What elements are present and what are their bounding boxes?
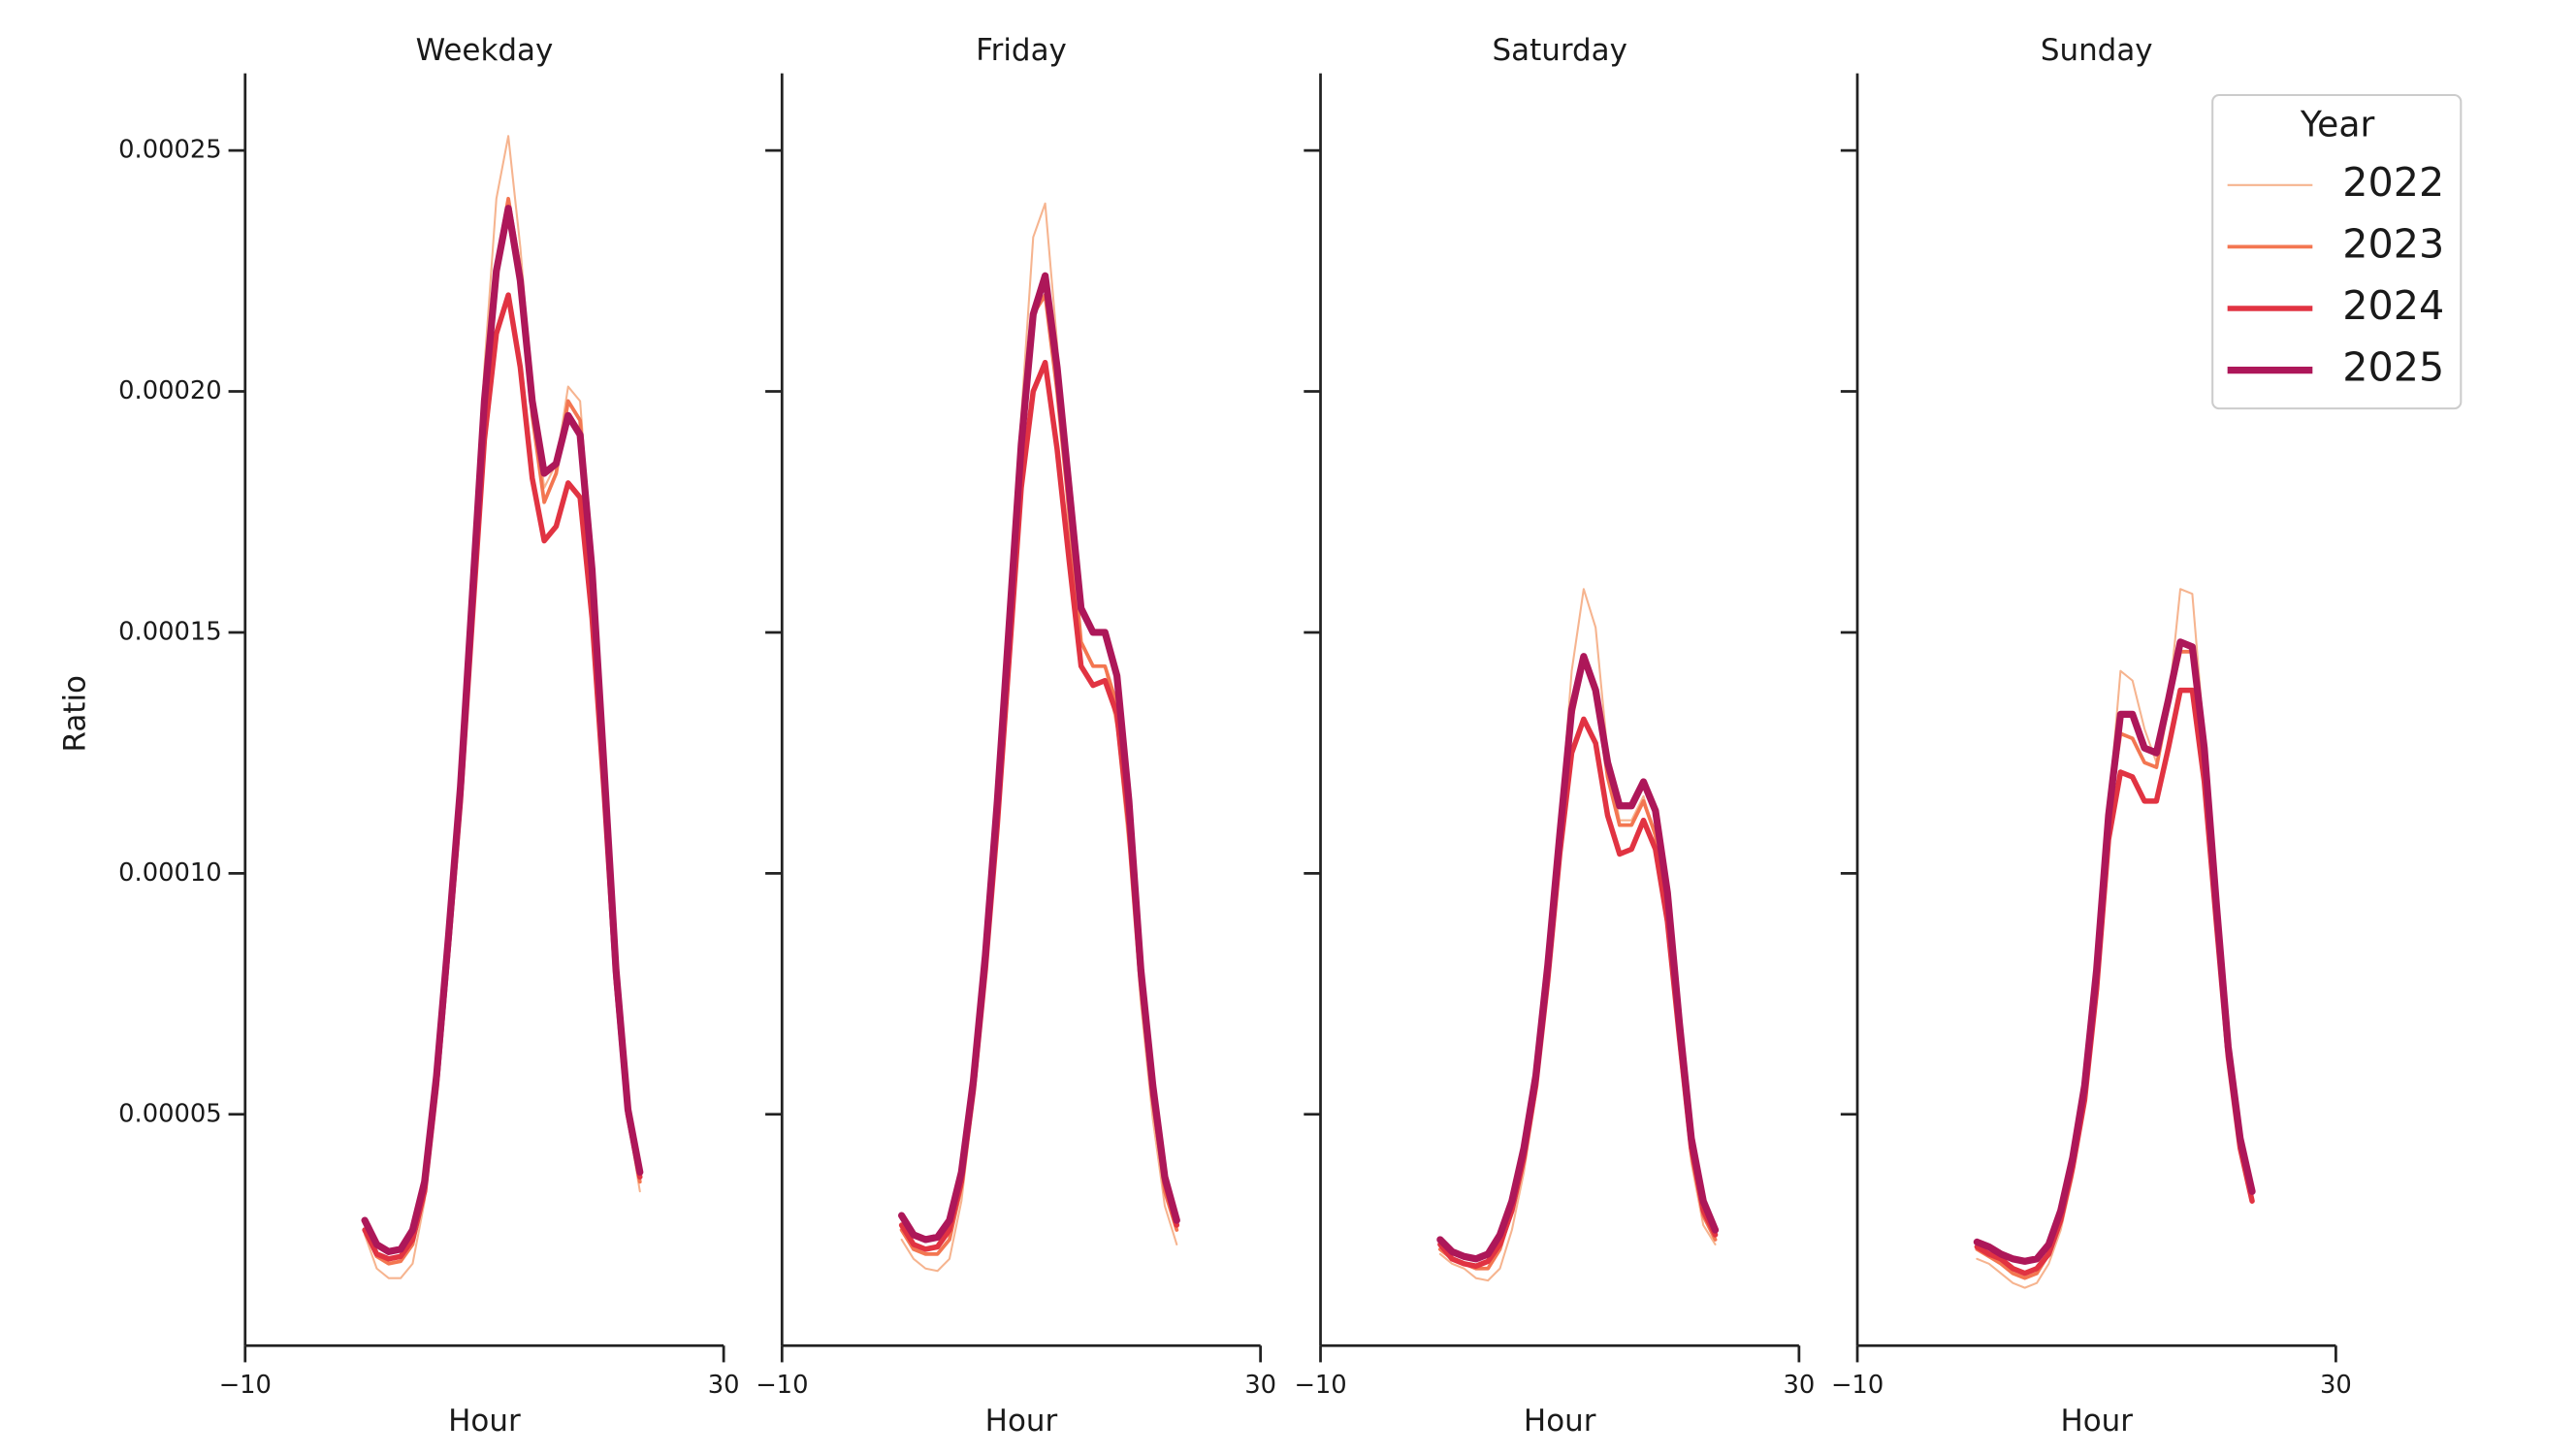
x-tick-label: −10 bbox=[1831, 1371, 1884, 1400]
x-tick-label: −10 bbox=[756, 1371, 808, 1400]
legend-label: 2023 bbox=[2342, 220, 2444, 267]
data-line bbox=[898, 359, 1180, 1252]
x-tick-label: −10 bbox=[219, 1371, 272, 1400]
panel-title: Sunday bbox=[2041, 33, 2153, 68]
legend-box bbox=[2211, 93, 2463, 410]
y-tick-label: 0.00025 bbox=[118, 136, 222, 165]
data-line bbox=[1976, 588, 2254, 1289]
y-axis-label: Ratio bbox=[58, 675, 93, 752]
x-tick-label: 30 bbox=[708, 1371, 740, 1400]
panel-title: Friday bbox=[976, 33, 1067, 68]
data-line bbox=[1436, 653, 1720, 1263]
panel-title: Weekday bbox=[416, 33, 554, 68]
y-tick-label: 0.00010 bbox=[118, 858, 222, 888]
legend-title: Year bbox=[2300, 105, 2375, 146]
legend-label: 2024 bbox=[2342, 282, 2444, 329]
legend-label: 2022 bbox=[2342, 159, 2444, 206]
y-tick-label: 0.00015 bbox=[118, 617, 222, 646]
x-tick-label: 30 bbox=[2320, 1371, 2352, 1400]
legend: Year 2022 2023 2024 2025 bbox=[2211, 93, 2463, 410]
x-tick-label: 30 bbox=[1783, 1371, 1815, 1400]
y-tick-label: 0.00005 bbox=[118, 1099, 222, 1128]
data-line bbox=[1973, 638, 2256, 1265]
data-line bbox=[361, 205, 644, 1255]
y-tick-label: 0.00020 bbox=[118, 376, 222, 405]
legend-label: 2025 bbox=[2342, 344, 2444, 391]
data-line bbox=[899, 293, 1179, 1256]
x-axis-label: Hour bbox=[985, 1404, 1058, 1439]
data-line bbox=[362, 292, 643, 1262]
x-axis-label: Hour bbox=[448, 1404, 521, 1439]
panel-title: Saturday bbox=[1492, 33, 1626, 68]
x-axis-label: Hour bbox=[1524, 1404, 1596, 1439]
x-axis-label: Hour bbox=[2060, 1404, 2133, 1439]
x-tick-label: 30 bbox=[1244, 1371, 1276, 1400]
data-line bbox=[898, 272, 1180, 1244]
data-line bbox=[900, 202, 1178, 1273]
x-tick-label: −10 bbox=[1294, 1371, 1346, 1400]
